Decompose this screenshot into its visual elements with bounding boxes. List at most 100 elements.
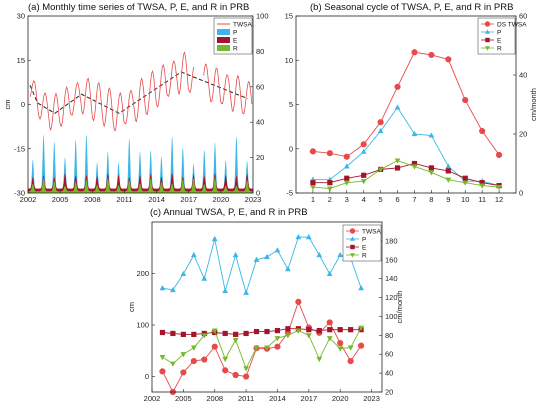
seasonal-twsa-point [377, 119, 384, 126]
chart-b-ytick-right-label: 20 [519, 130, 527, 139]
seasonal-p-point [343, 163, 350, 169]
chart-b-xtick-label: 12 [495, 195, 503, 204]
annual-r-point [305, 333, 312, 339]
annual-twsa-point [211, 343, 218, 350]
chart-b-xtick-label: 11 [478, 195, 486, 204]
chart-a-xtick-label: 2020 [213, 195, 230, 204]
chart-b-ytick-left-label: 0 [289, 144, 293, 153]
chart-c-ytick-right-label: 100 [385, 312, 398, 321]
chart-c-ytick-right-label: 20 [385, 388, 393, 397]
chart-a-xtick-label: 2017 [180, 195, 197, 204]
chart-a-ytick-left-label: 30 [17, 12, 25, 21]
legend-label-e: E [233, 37, 238, 44]
annual-r-point [264, 345, 270, 351]
legend-marker-e [485, 37, 490, 43]
chart-a-ylabel-left: cm [3, 100, 12, 110]
annual-e-point [253, 328, 260, 335]
annual-r-point [170, 361, 176, 367]
annual-p-point [253, 256, 260, 262]
seasonal-e-point [462, 175, 468, 181]
seasonal-r-point [496, 185, 502, 191]
annual-p-point [159, 284, 166, 291]
seasonal-r-point [377, 167, 384, 173]
seasonal-r-point [462, 180, 469, 186]
annual-p-point [222, 287, 229, 294]
chart-a-title: (a) Monthly time series of TWSA, P, E, a… [28, 2, 249, 13]
seasonal-e-point [327, 180, 333, 186]
annual-p-line [162, 236, 362, 295]
chart-c-ytick-left-label: 100 [136, 321, 149, 330]
seasonal-p-point [394, 104, 401, 110]
legend-marker-p [350, 236, 355, 241]
chart-c-ytick-left-label: 0 [145, 372, 149, 381]
twsa-line [203, 63, 253, 115]
annual-e-point [191, 331, 197, 337]
seasonal-p-point [411, 130, 418, 137]
chart-c-ytick-right-label: 120 [385, 293, 398, 302]
seasonal-p-point [360, 148, 367, 154]
annual-p-point [264, 253, 270, 260]
chart-a-ytick-right-label: 100 [256, 12, 269, 21]
legend-marker-twsa [349, 228, 356, 234]
annual-twsa-point [190, 357, 197, 365]
chart-c-plot: 2002 2005 2008 2011 2014 2017 2020 2023 0 100 200 2… [127, 221, 404, 403]
chart-b-xtick-label: 10 [461, 195, 469, 204]
chart-c-ytick-right-label: 160 [385, 255, 398, 264]
legend-marker-r [485, 46, 490, 51]
annual-twsa-point [274, 343, 281, 350]
annual-twsa-point [347, 357, 354, 365]
chart-b-ytick-left-label: 5 [289, 100, 293, 109]
seasonal-e-point [479, 180, 485, 186]
seasonal-twsa-point [495, 151, 503, 159]
chart-c-ylabel-left: cm [127, 302, 136, 312]
seasonal-e-line [312, 163, 500, 187]
annual-e-point [180, 331, 186, 337]
annual-e-point [233, 331, 239, 337]
annual-e-point [243, 330, 249, 337]
seasonal-twsa-point [428, 51, 435, 59]
chart-b-xtick-label: 8 [429, 195, 433, 204]
legend-swatch-r [217, 45, 230, 51]
chart-c-xtick-label: 2020 [332, 394, 349, 403]
annual-p-point [295, 233, 302, 240]
annual-p-point [211, 235, 218, 242]
chart-a-ytick-right-label: 40 [256, 118, 264, 127]
chart-c-xtick-label: 2005 [175, 394, 192, 403]
annual-r-point [159, 354, 166, 361]
annual-twsa-point [326, 319, 333, 326]
annual-e-point [222, 330, 228, 337]
chart-b-title: (b) Seasonal cycle of TWSA, P, E, and R … [310, 2, 513, 13]
chart-c-ylabel-right: cm/month [395, 291, 404, 324]
seasonal-e-point [428, 165, 434, 171]
legend-label-r: R [233, 45, 238, 52]
annual-r-point [358, 325, 364, 331]
seasonal-p-line [312, 106, 500, 187]
seasonal-twsa-point [445, 56, 452, 63]
annual-p-point [326, 270, 333, 277]
annual-e-point [170, 330, 176, 337]
annual-e-point [327, 327, 333, 333]
seasonal-r-point [326, 186, 333, 192]
chart-a-xtick-label: 2008 [84, 195, 101, 204]
seasonal-r-point [479, 183, 486, 189]
chart-b-xtick-label: 7 [412, 195, 416, 204]
annual-e-point [306, 327, 312, 333]
annual-twsa-point [295, 298, 302, 305]
chart-a-xtick-label: 2023 [245, 195, 262, 204]
legend-label-p: P [362, 236, 366, 243]
legend-marker-r [350, 253, 355, 258]
annual-r-point [285, 333, 291, 339]
chart-c-ytick-left-label: 200 [136, 269, 149, 278]
chart-b-ytick-left-label: -5 [286, 189, 293, 198]
seasonal-e-point [394, 165, 401, 171]
seasonal-r-point [360, 179, 367, 185]
legend-label-p: P [233, 29, 237, 36]
chart-c-xtick-label: 2002 [144, 394, 161, 403]
chart-b-xtick-label: 3 [345, 195, 349, 204]
annual-r-point [222, 356, 229, 363]
r-area [28, 177, 253, 193]
seasonal-p-point [428, 132, 435, 138]
chart-b-xtick-label: 9 [446, 195, 450, 204]
annual-r-point [211, 328, 218, 334]
annual-twsa-point [242, 373, 250, 380]
